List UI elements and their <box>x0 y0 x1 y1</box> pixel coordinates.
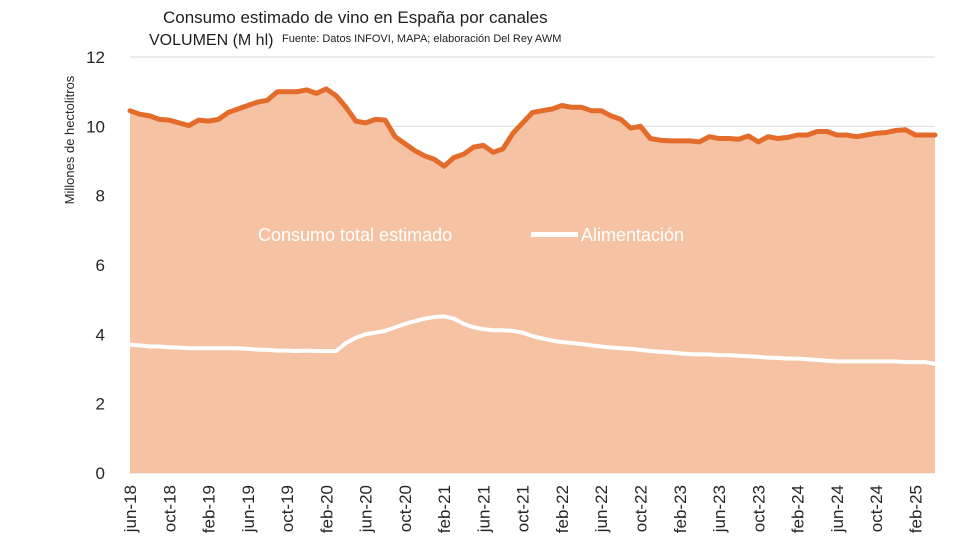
y-tick-label: 12 <box>86 48 105 67</box>
chart-lines <box>127 86 938 366</box>
x-tick-label: feb-21 <box>435 485 454 533</box>
annotations: Consumo total estimado Alimentación <box>258 225 684 245</box>
y-tick-label: 0 <box>96 464 105 483</box>
legend-line-alimentacion <box>531 232 578 237</box>
x-axis-ticks: jun-18 oct-18 feb-19 jun-19 oct-19 feb-20 jun-… <box>121 485 925 533</box>
x-tick-label: jun-18 <box>121 485 140 533</box>
x-tick-label: oct-19 <box>278 485 297 532</box>
chart-areas <box>130 88 935 474</box>
x-tick-label: jun-20 <box>357 485 376 533</box>
y-axis-label: Millones de hectolitros <box>62 75 77 204</box>
y-tick-label: 10 <box>86 117 105 136</box>
x-tick-label: feb-23 <box>671 485 690 533</box>
x-tick-label: oct-21 <box>514 485 533 532</box>
chart-source: Fuente: Datos INFOVI, MAPA; elaboración … <box>282 33 562 45</box>
y-tick-label: 2 <box>96 395 105 414</box>
y-tick-label: 6 <box>96 256 105 275</box>
chart-title: Consumo estimado de vino en España por c… <box>163 8 548 27</box>
chart-subtitle: VOLUMEN (M hl) <box>149 32 274 49</box>
y-axis-ticks: 0 2 4 6 8 10 12 <box>86 48 105 483</box>
x-tick-label: jun-24 <box>828 485 847 533</box>
x-tick-label: jun-22 <box>592 485 611 533</box>
annotation-alimentacion: Alimentación <box>581 225 684 245</box>
x-tick-label: oct-23 <box>749 485 768 532</box>
annotation-total: Consumo total estimado <box>258 225 452 245</box>
y-tick-label: 8 <box>96 187 105 206</box>
line-alimentacion <box>128 314 937 366</box>
x-tick-label: jun-19 <box>239 485 258 533</box>
x-tick-label: oct-24 <box>867 485 886 532</box>
x-tick-label: feb-24 <box>789 485 808 533</box>
area-consumo-total <box>130 88 935 474</box>
x-tick-label: feb-25 <box>906 485 925 533</box>
x-tick-label: feb-22 <box>553 485 572 533</box>
x-tick-label: jun-21 <box>474 485 493 533</box>
x-tick-label: feb-19 <box>200 485 219 533</box>
x-tick-label: oct-18 <box>160 485 179 532</box>
line-consumo-total <box>127 86 938 169</box>
x-tick-label: feb-20 <box>317 485 336 533</box>
x-tick-label: oct-22 <box>632 485 651 532</box>
x-tick-label: oct-20 <box>396 485 415 532</box>
x-tick-label: jun-23 <box>710 485 729 533</box>
y-tick-label: 4 <box>96 325 105 344</box>
